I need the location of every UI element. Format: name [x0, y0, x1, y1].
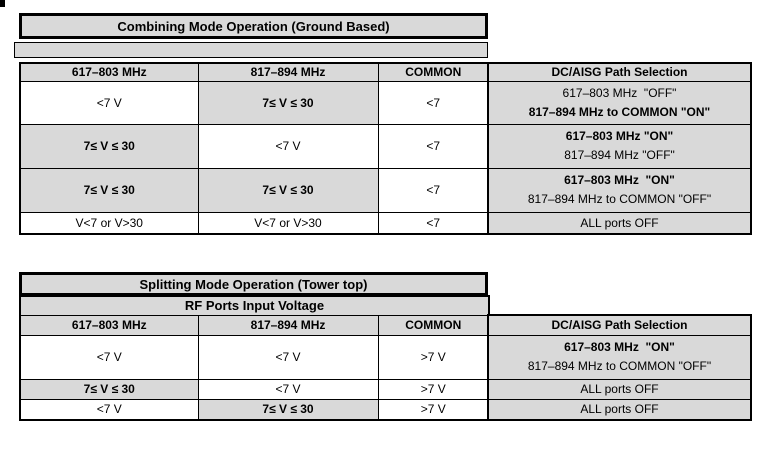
path-line: 817–894 MHz "OFF" — [564, 148, 675, 162]
table-row: <7 V <7 V >7 V — [19, 334, 490, 380]
splitting-path-selection-table: DC/AISG Path Selection 617–803 MHz "ON" … — [487, 314, 752, 421]
table-cell: <7 V — [19, 80, 199, 125]
table-row: 7≤ V ≤ 30 <7 V <7 — [19, 123, 490, 169]
table-cell: >7 V — [377, 334, 490, 380]
column-header-common: COMMON — [377, 62, 490, 82]
path-line: 617–803 MHz "ON" — [564, 173, 675, 187]
table-row: 7≤ V ≤ 30 7≤ V ≤ 30 <7 — [19, 167, 490, 213]
path-cell: ALL ports OFF — [487, 211, 752, 235]
table-row: 617–803 MHz "ON" 817–894 MHz to COMMON "… — [487, 167, 752, 213]
combining-table-title-text: Combining Mode Operation (Ground Based) — [117, 18, 390, 34]
path-line: 617–803 MHz "ON" — [564, 340, 675, 354]
combining-header-row: 617–803 MHz 817–894 MHz COMMON — [19, 62, 490, 82]
column-header-617-803: 617–803 MHz — [19, 62, 199, 82]
path-line: 817–894 MHz to COMMON "OFF" — [527, 359, 712, 373]
path-cell: ALL ports OFF — [487, 378, 752, 400]
table-cell: 7≤ V ≤ 30 — [197, 80, 379, 125]
column-header-817-894: 817–894 MHz — [197, 314, 379, 336]
table-row: 7≤ V ≤ 30 <7 V >7 V — [19, 378, 490, 400]
splitting-subtitle-row: RF Ports Input Voltage — [19, 295, 490, 316]
splitting-table-title-text: Splitting Mode Operation (Tower top) — [139, 276, 368, 292]
column-header-path-selection: DC/AISG Path Selection — [487, 62, 752, 82]
table-cell: <7 — [377, 167, 490, 213]
path-line: 817–894 MHz to COMMON "OFF" — [527, 192, 712, 206]
path-line: 617–803 MHz "OFF" — [562, 85, 677, 100]
path-cell: 617–803 MHz "ON" 817–894 MHz to COMMON "… — [487, 167, 752, 213]
combining-table-title: Combining Mode Operation (Ground Based) — [19, 13, 488, 39]
combining-path-header-row: DC/AISG Path Selection — [487, 62, 752, 82]
table-cell: <7 — [377, 123, 490, 169]
table-cell: <7 V — [197, 123, 379, 169]
table-row: <7 V 7≤ V ≤ 30 <7 — [19, 80, 490, 125]
table-row: V<7 or V>30 V<7 or V>30 <7 — [19, 211, 490, 235]
rf-ports-input-voltage-header: RF Ports Input Voltage — [19, 295, 490, 316]
table-cell: <7 — [377, 80, 490, 125]
column-header-617-803: 617–803 MHz — [19, 314, 199, 336]
table-row: 617–803 MHz "ON" 817–894 MHz to COMMON "… — [487, 334, 752, 380]
table-cell: 7≤ V ≤ 30 — [197, 167, 379, 213]
table-row: <7 V 7≤ V ≤ 30 >7 V — [19, 398, 490, 421]
path-cell: ALL ports OFF — [487, 398, 752, 421]
table-cell: V<7 or V>30 — [197, 211, 379, 235]
table-cell: <7 V — [197, 334, 379, 380]
column-header-817-894: 817–894 MHz — [197, 62, 379, 82]
table-cell: <7 V — [197, 378, 379, 400]
screenshot-artifact-mark — [0, 0, 5, 7]
path-cell: 617–803 MHz "OFF" 817–894 MHz to COMMON … — [487, 80, 752, 125]
splitting-header-row: 617–803 MHz 817–894 MHz COMMON — [19, 314, 490, 336]
table-row: ALL ports OFF — [487, 378, 752, 400]
table-cell: >7 V — [377, 378, 490, 400]
table-cell: <7 V — [19, 398, 199, 421]
table-row: ALL ports OFF — [487, 211, 752, 235]
table-row: 617–803 MHz "ON" 817–894 MHz "OFF" — [487, 123, 752, 169]
table-cell: >7 V — [377, 398, 490, 421]
table-cell: 7≤ V ≤ 30 — [197, 398, 379, 421]
combining-path-selection-table: DC/AISG Path Selection 617–803 MHz "OFF"… — [487, 62, 752, 235]
path-cell: 617–803 MHz "ON" 817–894 MHz "OFF" — [487, 123, 752, 169]
column-header-path-selection: DC/AISG Path Selection — [487, 314, 752, 336]
table-cell: V<7 or V>30 — [19, 211, 199, 235]
table-cell: <7 V — [19, 334, 199, 380]
splitting-table-title: Splitting Mode Operation (Tower top) — [19, 272, 488, 296]
table-cell: 7≤ V ≤ 30 — [19, 167, 199, 213]
splitting-path-header-row: DC/AISG Path Selection — [487, 314, 752, 336]
table-row: 617–803 MHz "OFF" 817–894 MHz to COMMON … — [487, 80, 752, 125]
combining-voltage-table: 617–803 MHz 817–894 MHz COMMON <7 V 7≤ V… — [19, 62, 490, 235]
combining-blank-shaded-row — [14, 42, 488, 58]
table-cell: 7≤ V ≤ 30 — [19, 378, 199, 400]
table-cell: 7≤ V ≤ 30 — [19, 123, 199, 169]
table-cell: <7 — [377, 211, 490, 235]
column-header-common: COMMON — [377, 314, 490, 336]
table-row: ALL ports OFF — [487, 398, 752, 421]
path-line: 817–894 MHz to COMMON "ON" — [528, 104, 711, 119]
splitting-voltage-table: RF Ports Input Voltage 617–803 MHz 817–8… — [19, 295, 491, 421]
path-cell: 617–803 MHz "ON" 817–894 MHz to COMMON "… — [487, 334, 752, 380]
path-line: 617–803 MHz "ON" — [565, 129, 674, 143]
